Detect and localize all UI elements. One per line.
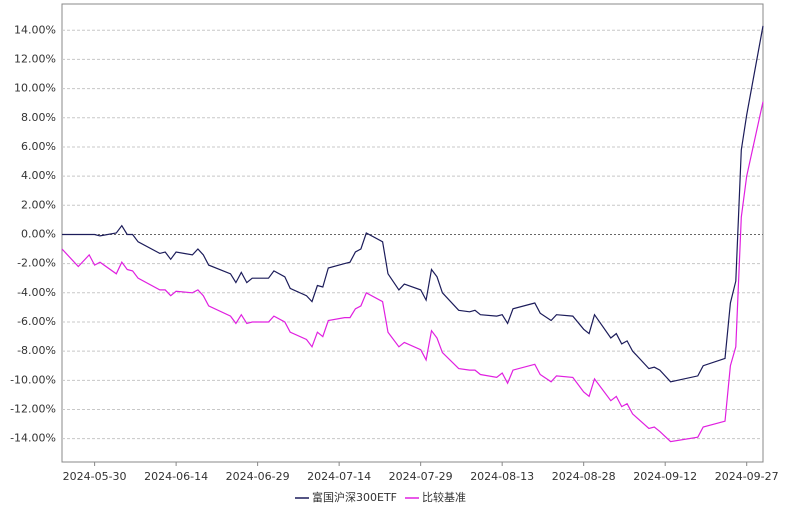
y-tick-label: 10.00% xyxy=(14,82,56,95)
y-tick-label: -12.00% xyxy=(10,402,56,415)
y-tick-label: 14.00% xyxy=(14,23,56,36)
x-tick-label: 2024-09-12 xyxy=(633,470,697,483)
x-tick-label: 2024-09-27 xyxy=(715,470,779,483)
y-tick-label: 2.00% xyxy=(21,198,56,211)
y-tick-label: -2.00% xyxy=(17,257,56,270)
y-tick-label: 8.00% xyxy=(21,111,56,124)
y-tick-label: 4.00% xyxy=(21,169,56,182)
x-tick-label: 2024-06-29 xyxy=(226,470,290,483)
x-tick-label: 2024-08-13 xyxy=(470,470,534,483)
y-tick-label: -14.00% xyxy=(10,432,56,445)
y-tick-label: 12.00% xyxy=(14,52,56,65)
x-tick-label: 2024-06-14 xyxy=(144,470,208,483)
x-tick-label: 2024-07-14 xyxy=(307,470,371,483)
x-tick-label: 2024-07-29 xyxy=(389,470,453,483)
y-tick-label: -8.00% xyxy=(17,344,56,357)
y-tick-label: -6.00% xyxy=(17,315,56,328)
legend-label: 富国沪深300ETF xyxy=(312,490,397,504)
plot-frame xyxy=(61,3,764,463)
y-tick-label: 6.00% xyxy=(21,140,56,153)
y-tick-label: -10.00% xyxy=(10,373,56,386)
series-line xyxy=(61,101,764,443)
y-tick-label: 0.00% xyxy=(21,227,56,240)
legend-label: 比较基准 xyxy=(422,490,466,504)
x-tick-label: 2024-08-28 xyxy=(552,470,616,483)
series-line xyxy=(62,25,764,383)
x-tick-label: 2024-05-30 xyxy=(63,470,127,483)
y-tick-label: -4.00% xyxy=(17,286,56,299)
